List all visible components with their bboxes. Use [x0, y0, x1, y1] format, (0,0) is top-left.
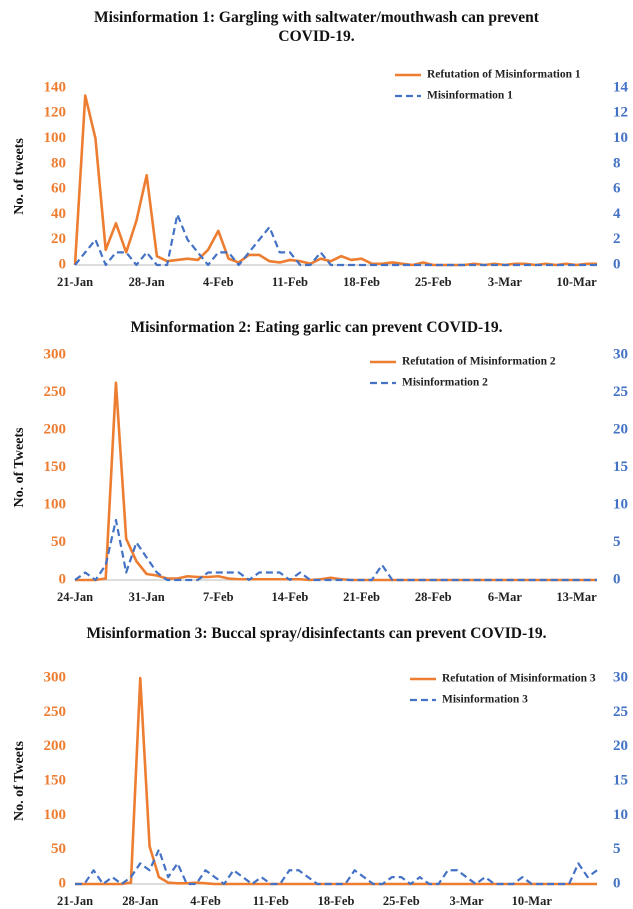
y2-tick-label: 25	[613, 384, 628, 400]
x-tick-label: 25-Feb	[415, 275, 452, 289]
y2-tick-label: 6	[613, 181, 621, 197]
legend-label: Misinformation 2	[402, 377, 488, 389]
y-axis-label: No. of Tweets	[12, 427, 27, 508]
y2-tick-label: 4	[613, 206, 621, 222]
y-tick-label: 100	[44, 496, 67, 512]
legend-label: Misinformation 1	[427, 90, 513, 102]
y-tick-label: 250	[44, 384, 67, 400]
y2-tick-label: 5	[613, 841, 621, 857]
y-tick-label: 120	[44, 105, 67, 121]
y2-tick-label: 0	[613, 875, 621, 891]
y2-tick-label: 20	[613, 738, 628, 754]
x-tick-label: 24-Jan	[57, 590, 93, 604]
x-tick-label: 7-Feb	[203, 590, 234, 604]
x-tick-label: 25-Feb	[383, 894, 420, 908]
y-tick-label: 20	[51, 231, 66, 247]
chart-title: Misinformation 2: Eating garlic can prev…	[130, 319, 503, 336]
y-tick-label: 100	[44, 130, 67, 146]
y2-tick-label: 2	[613, 231, 621, 247]
x-tick-label: 18-Feb	[318, 894, 355, 908]
data-line	[73, 94, 597, 267]
y-tick-label: 60	[51, 181, 66, 197]
y-tick-label: 100	[44, 807, 67, 823]
y-axis-label: No. of Tweets	[12, 740, 27, 821]
x-tick-label: 4-Feb	[190, 894, 221, 908]
y-tick-label: 0	[59, 571, 67, 587]
y-axis-label: No. of tweets	[12, 138, 27, 215]
data-line	[75, 848, 598, 886]
x-tick-label: 31-Jan	[129, 590, 165, 604]
legend-label: Refutation of Misinformation 3	[442, 673, 596, 685]
y-tick-label: 0	[59, 256, 67, 272]
data-line	[74, 518, 597, 582]
y-tick-label: 200	[44, 421, 67, 437]
y2-tick-label: 5	[613, 534, 621, 550]
legend-label: Refutation of Misinformation 1	[427, 69, 581, 81]
y-tick-label: 200	[44, 738, 67, 754]
y2-tick-label: 30	[613, 346, 628, 362]
y2-tick-label: 15	[613, 772, 628, 788]
y-tick-label: 40	[51, 206, 66, 222]
x-tick-label: 3-Mar	[488, 275, 522, 289]
y2-tick-label: 0	[613, 256, 621, 272]
legend-label: Refutation of Misinformation 2	[402, 356, 556, 368]
y2-tick-label: 8	[613, 155, 621, 171]
y-tick-label: 0	[59, 875, 67, 891]
x-tick-label: 21-Feb	[343, 590, 380, 604]
y-tick-label: 50	[51, 841, 66, 857]
y2-tick-label: 15	[613, 459, 628, 475]
y2-tick-label: 10	[613, 496, 628, 512]
y-tick-label: 150	[44, 772, 67, 788]
x-tick-label: 21-Jan	[57, 894, 93, 908]
x-tick-label: 10-Mar	[512, 894, 553, 908]
y-tick-label: 250	[44, 704, 67, 720]
x-tick-label: 3-Mar	[449, 894, 483, 908]
y2-tick-label: 10	[613, 807, 628, 823]
data-line	[75, 676, 597, 886]
chart-title: Misinformation 3: Buccal spray/disinfect…	[86, 625, 547, 642]
data-line	[75, 381, 597, 582]
x-tick-label: 28-Jan	[122, 894, 158, 908]
y2-tick-label: 25	[613, 704, 628, 720]
y2-tick-label: 12	[613, 105, 628, 121]
legend-label: Misinformation 3	[442, 694, 528, 706]
x-tick-label: 10-Mar	[556, 275, 597, 289]
y-tick-label: 50	[51, 534, 66, 550]
y-tick-label: 140	[44, 79, 67, 95]
y2-tick-label: 14	[613, 79, 629, 95]
y2-tick-label: 20	[613, 421, 628, 437]
x-tick-label: 4-Feb	[203, 275, 234, 289]
x-tick-label: 18-Feb	[343, 275, 380, 289]
x-tick-label: 13-Mar	[556, 590, 597, 604]
x-tick-label: 14-Feb	[272, 590, 309, 604]
y2-tick-label: 10	[613, 130, 628, 146]
y2-tick-label: 30	[613, 669, 628, 685]
chart-title: Misinformation 1: Gargling with saltwate…	[94, 9, 539, 45]
y-tick-label: 300	[44, 346, 67, 362]
x-tick-label: 28-Jan	[129, 275, 165, 289]
x-tick-label: 6-Mar	[488, 590, 522, 604]
x-tick-label: 28-Feb	[415, 590, 452, 604]
x-tick-label: 21-Jan	[57, 275, 93, 289]
y-tick-label: 150	[44, 459, 67, 475]
y2-tick-label: 0	[613, 571, 621, 587]
x-tick-label: 11-Feb	[253, 894, 289, 908]
x-tick-label: 11-Feb	[272, 275, 308, 289]
y-tick-label: 300	[44, 669, 67, 685]
y-tick-label: 80	[51, 155, 66, 171]
